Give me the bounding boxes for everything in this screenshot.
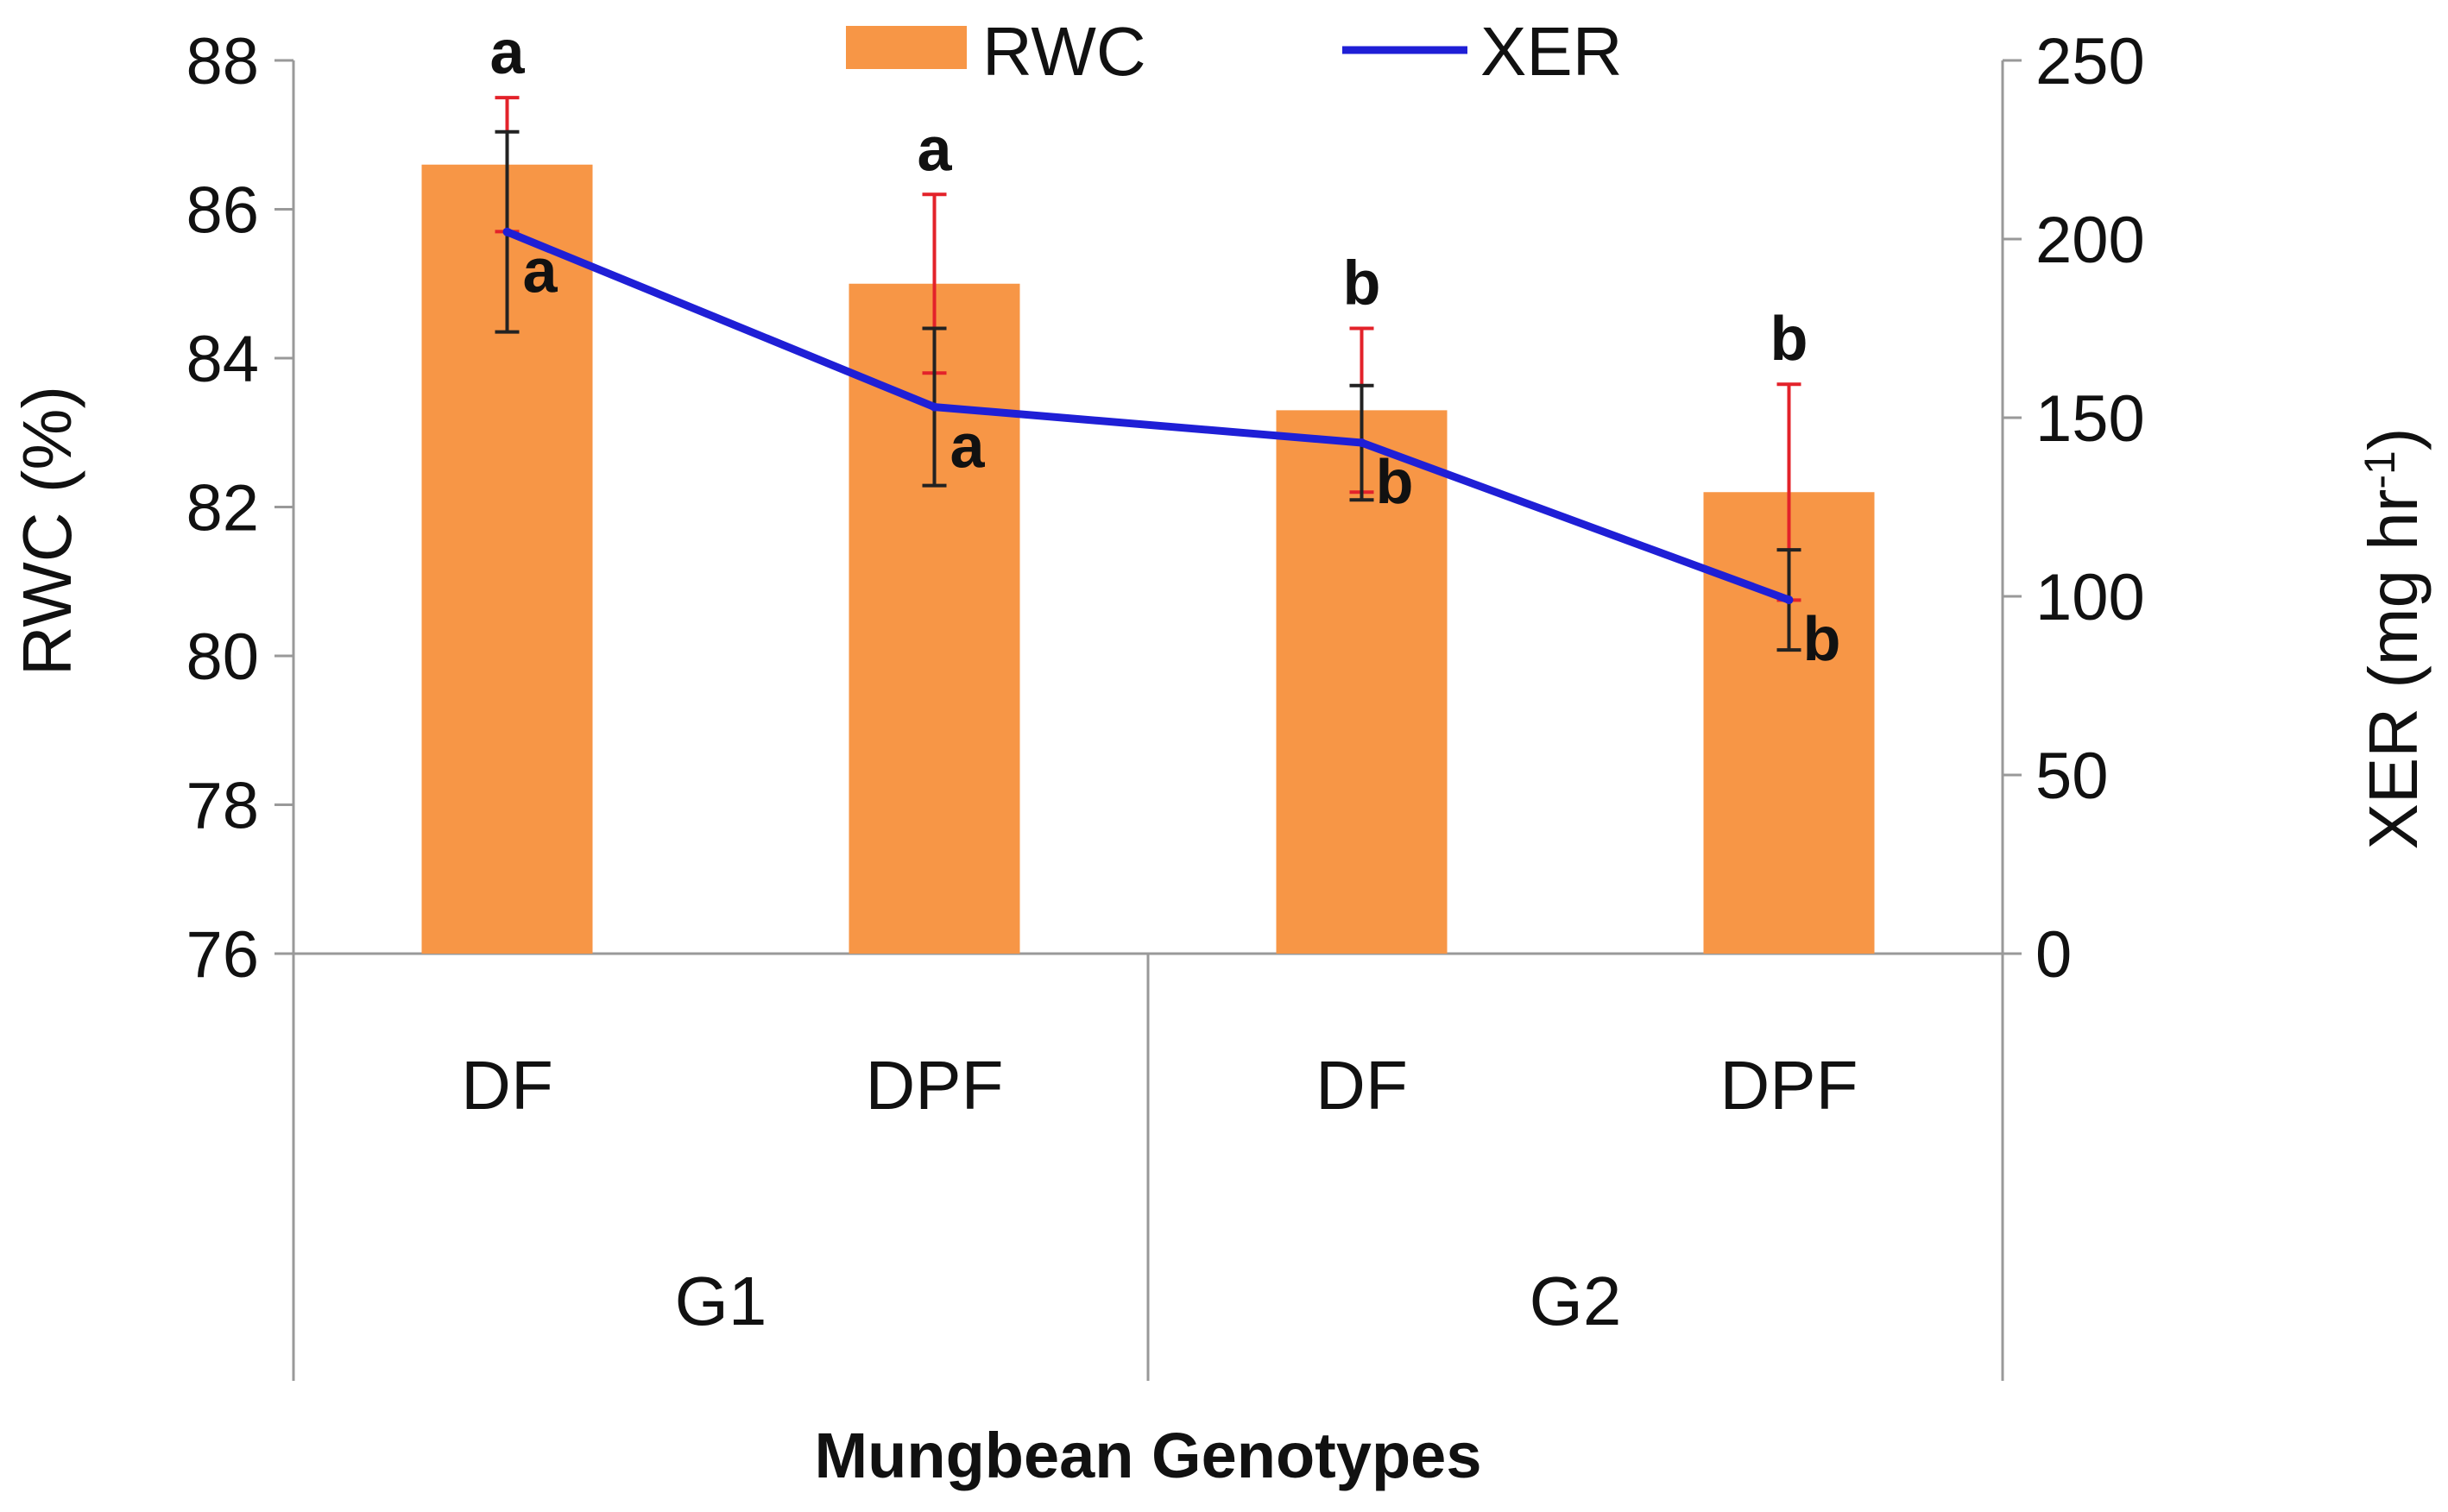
- significance-labels: a a b b a a b b: [489, 18, 1840, 674]
- group-label: G1: [675, 1263, 767, 1339]
- xer-significance-label: a: [950, 413, 985, 482]
- group-label: G2: [1530, 1263, 1622, 1339]
- xer-significance-label: b: [1803, 605, 1841, 674]
- group-labels: G1 G2: [675, 1263, 1622, 1339]
- right-axis-ticks: 0 50 100 150 200 250: [2003, 25, 2145, 992]
- right-tick-label: 250: [2035, 25, 2145, 98]
- left-tick-label: 84: [186, 323, 259, 396]
- right-axis-label: XER (mg hr-1): [2355, 428, 2432, 850]
- legend-label-rwc: RWC: [982, 13, 1146, 90]
- left-axis-label: RWC (%): [9, 386, 85, 676]
- right-axis-label-close: ): [2355, 428, 2432, 451]
- category-label: DF: [1315, 1047, 1408, 1124]
- left-tick-label: 86: [186, 174, 259, 248]
- category-labels: DF DPF DF DPF: [461, 1047, 1858, 1124]
- legend: RWC XER: [846, 13, 1623, 90]
- xer-point: [502, 227, 512, 236]
- category-label: DF: [461, 1047, 553, 1124]
- rwc-bars: [421, 164, 1875, 954]
- right-tick-label: 50: [2035, 740, 2109, 813]
- category-label: DPF: [866, 1047, 1004, 1124]
- left-tick-label: 80: [186, 621, 259, 694]
- left-tick-label: 88: [186, 25, 259, 98]
- rwc-error-bars: [495, 96, 1801, 602]
- left-tick-label: 76: [186, 918, 259, 992]
- rwc-significance-label: a: [917, 115, 952, 184]
- left-tick-label: 82: [186, 472, 259, 545]
- legend-label-xer: XER: [1480, 13, 1623, 90]
- right-tick-label: 0: [2035, 918, 2072, 992]
- legend-swatch-rwc: [846, 26, 967, 69]
- x-axis-label: Mungbean Genotypes: [815, 1420, 1482, 1491]
- xer-point: [1357, 438, 1366, 447]
- right-axis-label-sup: -1: [2356, 450, 2404, 488]
- right-tick-label: 150: [2035, 382, 2145, 456]
- category-label: DPF: [1720, 1047, 1858, 1124]
- left-axis-ticks: 76 78 80 82 84 86 88: [186, 25, 293, 992]
- rwc-significance-label: b: [1343, 249, 1381, 318]
- xer-error-bars: [495, 129, 1801, 652]
- right-tick-label: 200: [2035, 204, 2145, 277]
- right-tick-label: 100: [2035, 561, 2145, 634]
- right-axis-label-main: XER (mg hr: [2355, 489, 2432, 850]
- xer-point: [930, 402, 939, 412]
- xer-line: [502, 227, 1794, 605]
- rwc-significance-label: b: [1770, 305, 1808, 374]
- xer-significance-label: b: [1376, 448, 1414, 517]
- xer-point: [1784, 595, 1794, 605]
- xer-series-line: [505, 228, 1791, 604]
- xer-significance-label: a: [522, 237, 558, 306]
- rwc-significance-label: a: [489, 18, 525, 87]
- left-tick-label: 78: [186, 770, 259, 843]
